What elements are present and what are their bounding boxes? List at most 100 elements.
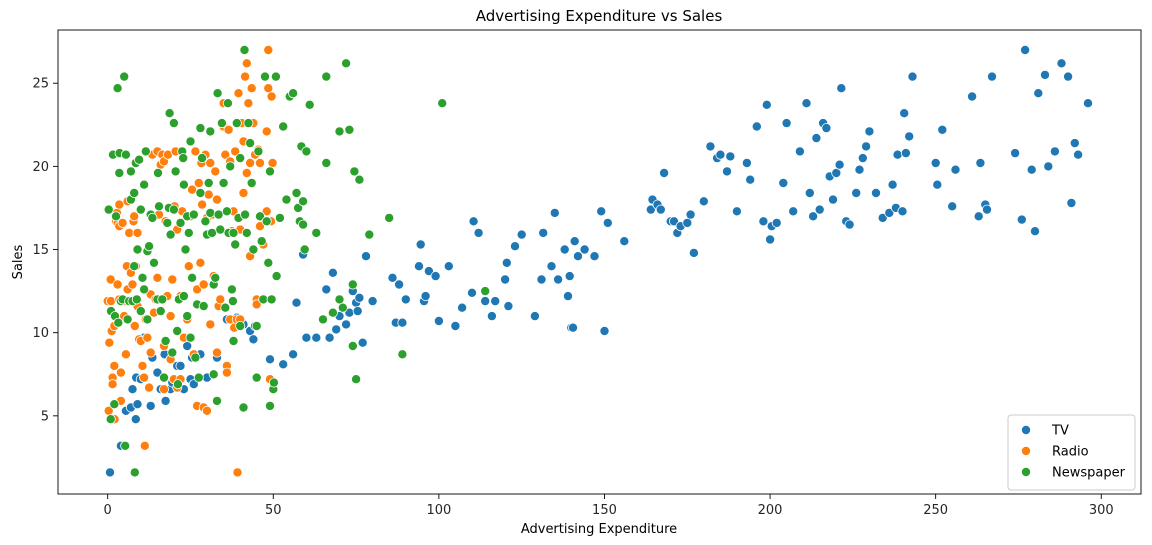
point-tv-95 — [573, 251, 584, 262]
point-newspaper-156 — [347, 340, 358, 351]
point-tv-65 — [420, 291, 431, 302]
point-tv-186 — [1069, 138, 1080, 149]
point-radio-14 — [112, 279, 123, 290]
point-newspaper-99 — [227, 296, 238, 307]
point-tv-128 — [771, 217, 782, 228]
point-tv-176 — [1020, 45, 1031, 56]
point-radio-27 — [124, 227, 135, 238]
point-newspaper-115 — [251, 320, 262, 331]
point-newspaper-56 — [172, 379, 183, 390]
point-tv-72 — [466, 287, 477, 298]
x-tick-label-0: 0 — [104, 503, 112, 518]
point-radio-94 — [205, 157, 216, 168]
point-tv-57 — [387, 272, 398, 283]
point-radio-99 — [211, 194, 222, 205]
point-newspaper-39 — [148, 257, 159, 268]
y-axis-label: Sales — [11, 244, 26, 279]
point-newspaper-41 — [152, 167, 163, 178]
point-tv-179 — [1033, 88, 1044, 99]
point-tv-124 — [758, 216, 769, 227]
point-radio-82 — [192, 284, 203, 295]
point-tv-60 — [397, 317, 408, 328]
point-tv-146 — [844, 219, 855, 230]
point-radio-116 — [233, 88, 244, 99]
point-newspaper-18 — [125, 166, 136, 177]
point-tv-5 — [130, 414, 141, 425]
point-tv-132 — [794, 146, 805, 157]
point-newspaper-93 — [220, 302, 231, 313]
point-radio-101 — [215, 294, 226, 305]
point-newspaper-42 — [153, 201, 164, 212]
point-newspaper-76 — [197, 153, 208, 164]
point-newspaper-71 — [190, 352, 201, 363]
point-newspaper-51 — [167, 347, 178, 358]
point-newspaper-32 — [139, 284, 150, 295]
point-tv-180 — [1040, 69, 1051, 80]
point-radio-98 — [211, 347, 222, 358]
point-newspaper-82 — [205, 207, 216, 218]
point-newspaper-64 — [182, 311, 193, 322]
point-tv-183 — [1056, 58, 1067, 69]
point-newspaper-106 — [235, 153, 246, 164]
point-tv-63 — [415, 239, 426, 250]
plot-frame — [57, 29, 1142, 495]
point-tv-52 — [352, 306, 363, 317]
point-tv-62 — [413, 261, 424, 272]
point-radio-7 — [107, 379, 118, 390]
point-tv-77 — [490, 296, 501, 307]
point-tv-78 — [500, 274, 511, 285]
point-radio-20 — [117, 217, 128, 228]
point-newspaper-43 — [155, 306, 166, 317]
point-newspaper-55 — [172, 325, 183, 336]
point-tv-144 — [836, 83, 847, 94]
legend-marker-radio — [1021, 445, 1032, 456]
point-tv-153 — [877, 212, 888, 223]
point-tv-98 — [596, 206, 607, 217]
point-newspaper-27 — [134, 154, 145, 165]
point-tv-97 — [589, 251, 600, 262]
point-newspaper-155 — [347, 279, 358, 290]
point-tv-71 — [457, 302, 468, 313]
point-radio-3 — [105, 274, 116, 285]
point-tv-137 — [814, 204, 825, 215]
point-newspaper-54 — [170, 166, 181, 177]
point-newspaper-136 — [291, 187, 302, 198]
point-newspaper-47 — [162, 217, 173, 228]
point-tv-130 — [781, 118, 792, 129]
point-newspaper-49 — [164, 108, 175, 119]
point-tv-129 — [778, 177, 789, 188]
point-tv-148 — [854, 164, 865, 175]
point-tv-184 — [1063, 71, 1074, 82]
legend-label-newspaper: Newspaper — [1052, 466, 1126, 481]
point-radio-17 — [114, 199, 125, 210]
chart-title: Advertising Expenditure vs Sales — [476, 7, 723, 25]
point-newspaper-162 — [397, 349, 408, 360]
point-newspaper-150 — [334, 294, 345, 305]
point-tv-112 — [685, 209, 696, 220]
point-newspaper-97 — [225, 161, 236, 172]
point-tv-10 — [145, 400, 156, 411]
point-tv-105 — [655, 204, 666, 215]
point-newspaper-128 — [268, 377, 279, 388]
point-newspaper-89 — [213, 209, 224, 220]
point-radio-30 — [127, 279, 138, 290]
point-newspaper-151 — [334, 126, 345, 137]
point-tv-59 — [394, 279, 405, 290]
point-tv-36 — [264, 354, 275, 365]
point-tv-46 — [331, 324, 342, 335]
point-newspaper-159 — [354, 174, 365, 185]
point-tv-136 — [811, 133, 822, 144]
point-newspaper-108 — [239, 45, 250, 56]
point-radio-115 — [232, 467, 243, 478]
x-tick-label-100: 100 — [426, 503, 451, 518]
point-tv-7 — [132, 399, 143, 410]
point-newspaper-135 — [288, 88, 299, 99]
point-newspaper-33 — [140, 146, 151, 157]
point-radio-127 — [245, 157, 256, 168]
legend-marker-tv — [1021, 424, 1032, 435]
point-tv-151 — [864, 126, 875, 137]
point-radio-104 — [220, 149, 231, 160]
x-tick-label-300: 300 — [1089, 503, 1114, 518]
point-tv-121 — [741, 157, 752, 168]
point-newspaper-105 — [235, 320, 246, 331]
